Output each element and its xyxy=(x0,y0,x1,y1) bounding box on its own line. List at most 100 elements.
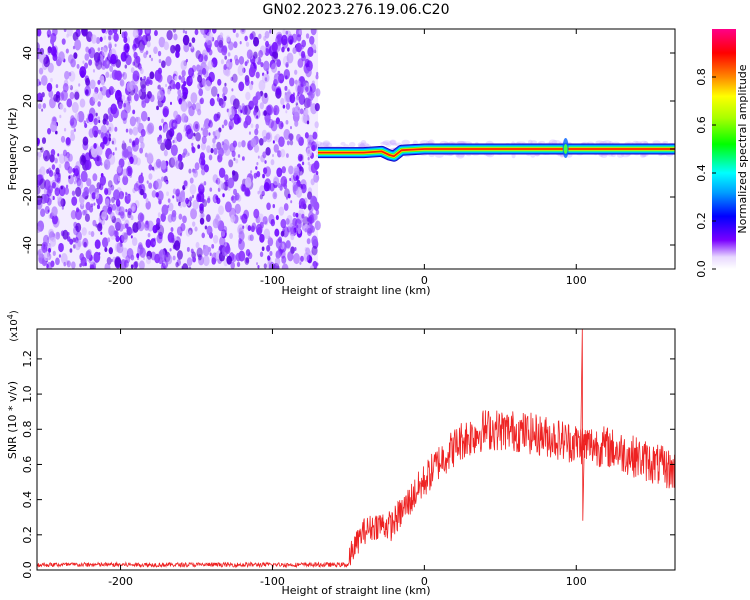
noise-speck xyxy=(63,261,67,267)
noise-speck xyxy=(275,214,279,221)
noise-speck xyxy=(83,186,90,197)
noise-speck xyxy=(200,142,207,151)
noise-speck xyxy=(223,241,227,248)
noise-speck xyxy=(241,29,245,33)
noise-speck xyxy=(182,34,190,46)
noise-speck xyxy=(175,188,180,197)
noise-speck xyxy=(259,185,266,196)
noise-speck xyxy=(194,226,198,232)
noise-speck xyxy=(294,167,298,174)
noise-speck xyxy=(158,125,163,131)
noise-speck xyxy=(307,141,312,148)
noise-speck xyxy=(115,59,121,68)
y-tick-label: 0.0 xyxy=(21,561,34,579)
noise-speck xyxy=(264,30,270,39)
noise-speck xyxy=(298,94,306,105)
noise-speck xyxy=(280,230,285,237)
noise-speck xyxy=(126,45,129,50)
noise-speck xyxy=(151,190,157,198)
noise-speck xyxy=(280,97,285,106)
x-tick-label: 0 xyxy=(421,274,428,287)
spectrogram-y-ticks: -40 -20 0 20 40 xyxy=(21,46,675,254)
y-tick-label: 0 xyxy=(21,146,34,153)
noise-speck xyxy=(155,158,162,168)
noise-speck xyxy=(133,182,140,192)
noise-speck xyxy=(39,47,45,55)
noise-speck xyxy=(287,47,290,52)
noise-speck xyxy=(220,59,224,65)
noise-speck xyxy=(79,98,86,108)
noise-speck xyxy=(238,227,243,235)
noise-speck xyxy=(280,122,284,128)
noise-speck xyxy=(309,35,315,45)
noise-speck xyxy=(285,119,289,125)
noise-speck xyxy=(177,89,182,96)
noise-speck xyxy=(74,39,82,51)
noise-speck xyxy=(37,175,40,181)
noise-speck xyxy=(84,152,91,162)
noise-speck xyxy=(122,168,128,178)
noise-speck xyxy=(165,181,168,185)
noise-speck xyxy=(224,174,229,182)
y-tick-label: -40 xyxy=(21,236,34,254)
noise-speck xyxy=(287,251,294,262)
noise-speck xyxy=(43,150,48,157)
noise-speck xyxy=(172,83,177,90)
noise-speck xyxy=(37,103,42,110)
noise-speck xyxy=(170,144,178,156)
x-tick-label: 100 xyxy=(566,575,587,588)
noise-speck xyxy=(100,231,103,235)
noise-speck xyxy=(306,238,311,245)
noise-speck xyxy=(271,41,278,52)
noise-speck xyxy=(138,174,144,184)
noise-speck xyxy=(284,85,288,91)
noise-speck xyxy=(54,157,58,164)
noise-speck xyxy=(147,116,150,122)
noise-speck xyxy=(144,220,150,229)
noise-speck xyxy=(72,174,75,178)
noise-speck xyxy=(238,231,245,241)
noise-speck xyxy=(105,120,109,126)
noise-speck xyxy=(139,46,144,54)
noise-speck xyxy=(163,138,168,145)
noise-speck xyxy=(58,185,66,197)
noise-speck xyxy=(146,152,154,164)
noise-speck xyxy=(222,193,225,198)
noise-speck xyxy=(310,90,315,99)
noise-speck xyxy=(185,197,190,205)
noise-speck xyxy=(298,29,302,35)
noise-speck xyxy=(111,140,115,145)
noise-speck xyxy=(156,105,159,111)
snr-scale-label: (x104) xyxy=(6,310,20,342)
noise-speck xyxy=(301,213,305,219)
noise-speck xyxy=(39,178,46,190)
noise-speck xyxy=(274,257,281,266)
noise-speck xyxy=(312,196,318,205)
noise-speck xyxy=(84,262,88,267)
noise-speck xyxy=(136,123,139,128)
noise-speck xyxy=(117,177,121,182)
noise-speck xyxy=(234,203,241,214)
noise-speck xyxy=(218,147,224,157)
noise-speck xyxy=(232,29,236,34)
noise-speck xyxy=(62,229,69,240)
snr-x-label: Height of straight line (km) xyxy=(281,584,430,597)
noise-speck xyxy=(132,109,136,115)
noise-speck xyxy=(260,61,264,68)
noise-speck xyxy=(199,97,205,105)
noise-speck xyxy=(285,218,290,225)
noise-speck xyxy=(127,194,131,200)
noise-speck xyxy=(112,107,119,119)
noise-speck xyxy=(250,225,255,233)
noise-speck xyxy=(263,263,267,269)
noise-speck xyxy=(204,225,208,230)
noise-speck xyxy=(130,235,133,239)
noise-speck xyxy=(248,66,256,78)
x-tick-label: -200 xyxy=(108,575,133,588)
noise-speck xyxy=(222,139,230,151)
track-halo xyxy=(516,141,526,144)
noise-speck xyxy=(37,29,42,37)
noise-speck xyxy=(222,86,228,95)
track-halo xyxy=(389,139,397,145)
noise-speck xyxy=(212,143,216,150)
